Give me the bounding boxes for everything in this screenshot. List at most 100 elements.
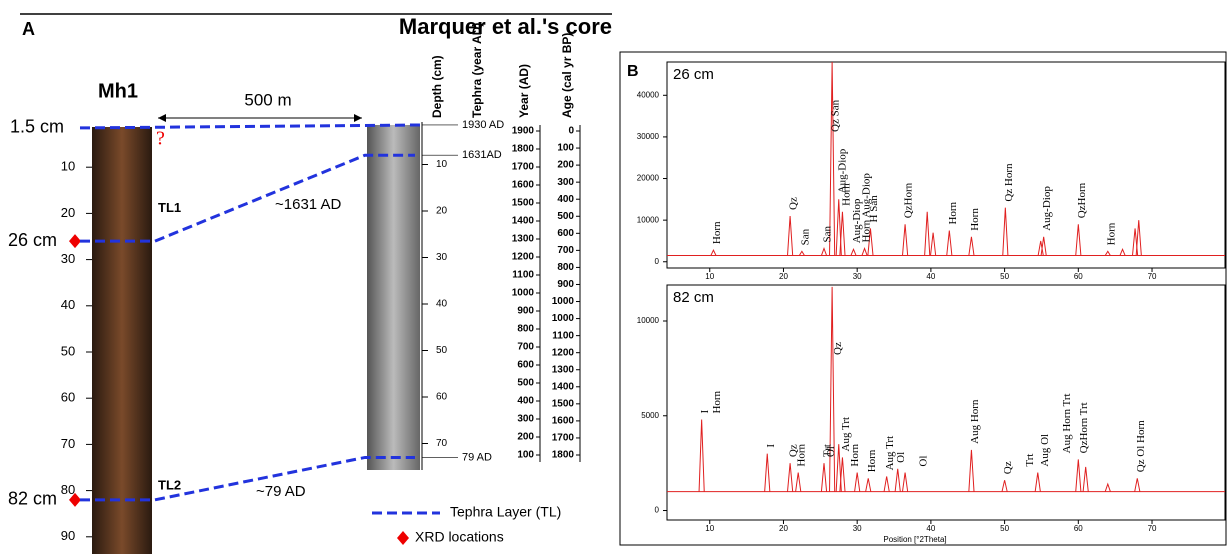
mineral-label: Aug Ol bbox=[1039, 434, 1051, 467]
mh1-core bbox=[92, 127, 152, 554]
marker-label: 1.5 cm bbox=[10, 117, 64, 137]
mineral-label: Aug Trt bbox=[840, 417, 852, 452]
age-tick-label: 600 bbox=[557, 228, 574, 239]
age-tick-label: 300 bbox=[557, 177, 574, 188]
distance: 500 m bbox=[244, 90, 291, 109]
legend-tephra: Tephra Layer (TL) bbox=[450, 504, 561, 520]
mineral-label: Aug-Diop bbox=[851, 198, 863, 243]
mineral-label: QzHorn bbox=[1076, 182, 1088, 218]
tephra-label: 1631AD bbox=[462, 149, 502, 161]
depth-tick-label: 70 bbox=[436, 438, 448, 449]
mineral-label: Horn bbox=[711, 390, 723, 413]
depth-tick-label: 50 bbox=[436, 345, 448, 356]
mineral-label: Ol bbox=[895, 452, 907, 463]
panel-label: B bbox=[627, 63, 639, 80]
peak bbox=[1001, 480, 1008, 492]
x-axis-label: Position [°2Theta] bbox=[883, 535, 946, 544]
peak bbox=[1104, 482, 1111, 492]
mineral-label: I bbox=[765, 444, 777, 448]
depth-tick-label: 60 bbox=[61, 390, 75, 405]
age-tick-label: 200 bbox=[557, 160, 574, 171]
mineral-label: Horn bbox=[1105, 222, 1117, 245]
age-tick-label: 1700 bbox=[552, 433, 575, 444]
age-tick-label: 1800 bbox=[552, 450, 575, 461]
peak bbox=[795, 472, 802, 492]
mineral-label: San bbox=[799, 228, 811, 245]
mineral-label: Ol bbox=[917, 456, 929, 467]
year-tick-label: 1100 bbox=[512, 270, 534, 281]
mineral-label: Qz bbox=[788, 197, 800, 210]
layer-label: TL2 bbox=[158, 477, 181, 492]
year-tick-label: 800 bbox=[517, 324, 534, 335]
peak bbox=[1134, 478, 1141, 492]
age-tick-label: 1300 bbox=[552, 364, 575, 375]
header-tephra: Tephra (year AD) bbox=[470, 23, 484, 118]
peak bbox=[835, 444, 842, 492]
peak bbox=[930, 232, 937, 256]
year-tick-label: 1500 bbox=[512, 198, 535, 209]
peak bbox=[902, 224, 909, 256]
peak bbox=[1037, 240, 1044, 256]
year-tick-label: 700 bbox=[517, 342, 534, 353]
mineral-label: Qz bbox=[1002, 461, 1014, 474]
peak bbox=[1082, 466, 1089, 492]
plot-frame bbox=[666, 61, 1226, 269]
mineral-label: QzHorn Trt bbox=[1078, 402, 1090, 453]
peak bbox=[829, 286, 836, 492]
mineral-label: Horn bbox=[841, 183, 853, 206]
mh1-title: Mh1 bbox=[98, 80, 138, 102]
legend-xrd: XRD locations bbox=[415, 529, 504, 545]
mineral-label: Horn bbox=[947, 201, 959, 224]
plot-title: 82 cm bbox=[673, 289, 714, 306]
y-tick-label: 5000 bbox=[641, 411, 659, 420]
tephra-label: 1930 AD bbox=[462, 119, 504, 131]
depth-tick-label: 70 bbox=[61, 436, 75, 451]
mineral-label: Qz Horn bbox=[1003, 163, 1015, 202]
x-tick-label: 30 bbox=[853, 524, 862, 533]
mineral-label: Aug-Diop bbox=[836, 148, 848, 193]
panel-b-frame bbox=[619, 51, 1227, 546]
peak bbox=[968, 449, 975, 492]
peak bbox=[924, 211, 931, 256]
tephra-line bbox=[80, 455, 415, 502]
x-tick-label: 70 bbox=[1148, 524, 1157, 533]
age-tick-label: 400 bbox=[557, 194, 574, 205]
year-tick-label: 400 bbox=[517, 396, 534, 407]
peak bbox=[968, 236, 975, 256]
year-tick-label: 1800 bbox=[512, 144, 535, 155]
mineral-label: Aug Horn Trt bbox=[1061, 393, 1073, 453]
age-tick-label: 1600 bbox=[552, 416, 575, 427]
mineral-label: Qz Ol Horn bbox=[1135, 420, 1147, 472]
peak bbox=[787, 215, 794, 256]
y-tick-label: 0 bbox=[655, 506, 660, 515]
plot-title: 26 cm bbox=[673, 66, 714, 83]
y-tick-label: 10000 bbox=[637, 215, 660, 224]
age-tick-label: 500 bbox=[557, 211, 574, 222]
peak bbox=[902, 472, 909, 492]
depth-tick-label: 30 bbox=[436, 252, 448, 263]
legend-diamond bbox=[397, 531, 409, 545]
age-tick-label: 100 bbox=[557, 143, 574, 154]
panel-label: A bbox=[22, 19, 35, 39]
peak bbox=[787, 463, 794, 492]
x-tick-label: 60 bbox=[1074, 272, 1083, 281]
mineral-label: Horn bbox=[849, 444, 861, 467]
age-tick-label: 1500 bbox=[552, 398, 575, 409]
depth-tick-label: 40 bbox=[436, 299, 448, 310]
depth-tick-label: 10 bbox=[61, 159, 75, 174]
mineral-label: H San bbox=[868, 195, 880, 223]
core-title: Marquer et al.'s core bbox=[399, 14, 612, 39]
peak bbox=[798, 250, 805, 256]
age-tick-label: 0 bbox=[568, 126, 574, 137]
mineral-label: San bbox=[822, 225, 834, 242]
layer-label: TL1 bbox=[158, 200, 181, 215]
peak bbox=[946, 230, 953, 256]
mineral-label: Trt bbox=[822, 444, 834, 457]
marker-label: 26 cm bbox=[8, 230, 57, 250]
mineral-label: I bbox=[699, 410, 711, 414]
x-tick-label: 50 bbox=[1000, 524, 1009, 533]
depth-tick-label: 30 bbox=[61, 251, 75, 266]
depth-tick-label: 20 bbox=[436, 206, 448, 217]
mineral-label: Horn bbox=[866, 449, 878, 472]
mineral-label: Qz bbox=[788, 444, 800, 457]
